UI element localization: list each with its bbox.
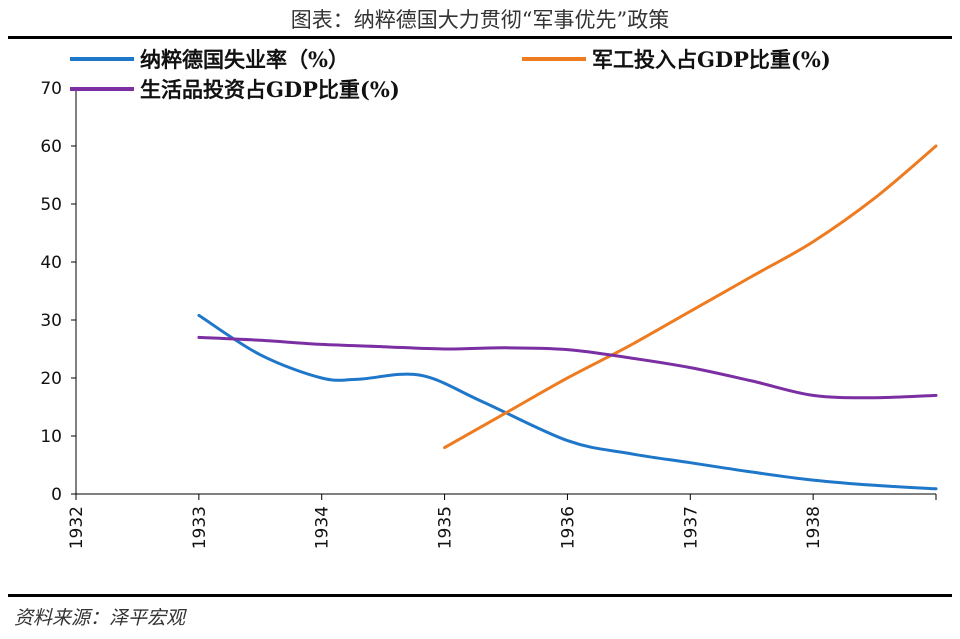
tick-labels: 0 10 20 30 40 50 60 70 1932 1933 1934 1935 1936 1937 1… (40, 79, 824, 549)
chart-title: 图表：纳粹德国大力贯彻“军事优先”政策 (290, 8, 670, 32)
legend-swatch-military (522, 57, 586, 61)
legend-swatch-consumer (70, 87, 134, 91)
legend-item-military: 军工投入占GDP比重(%) (522, 44, 831, 74)
legend-item-unemployment: 纳粹德国失业率（%） (70, 44, 349, 74)
legend-label-consumer: 生活品投资占GDP比重(%) (140, 77, 400, 102)
y-tick-label: 40 (40, 253, 62, 273)
y-tick-label: 10 (40, 427, 62, 447)
legend-label-military: 军工投入占GDP比重(%) (592, 47, 831, 72)
x-tick-label: 1938 (804, 506, 824, 549)
axes (71, 87, 937, 500)
y-tick-label: 70 (40, 79, 62, 99)
x-tick-label: 1936 (558, 506, 578, 549)
series-line-unemployment (197, 313, 938, 491)
y-tick-label: 20 (40, 369, 62, 389)
series-lines (197, 144, 938, 491)
y-tick-label: 60 (40, 137, 62, 157)
x-tick-label: 1937 (681, 506, 701, 549)
line-chart: 0 10 20 30 40 50 60 70 1932 1933 1934 1935 1936 1937 1… (40, 79, 938, 549)
x-tick-label: 1934 (313, 506, 333, 549)
legend-label-unemployment: 纳粹德国失业率（%） (140, 47, 349, 72)
y-tick-label: 30 (40, 311, 62, 331)
top-rule (8, 36, 952, 39)
x-tick-label: 1935 (436, 506, 456, 549)
y-tick-label: 50 (40, 195, 62, 215)
series-line-consumer (197, 335, 938, 400)
legend-swatch-unemployment (70, 57, 134, 61)
x-tick-label: 1932 (67, 506, 87, 549)
x-tick-label: 1933 (190, 506, 210, 549)
source-note: 资料来源：泽平宏观 (14, 607, 186, 629)
y-tick-label: 0 (51, 485, 62, 505)
series-line-military (443, 144, 938, 450)
legend-item-consumer: 生活品投资占GDP比重(%) (70, 74, 400, 104)
bottom-rule (8, 594, 952, 597)
